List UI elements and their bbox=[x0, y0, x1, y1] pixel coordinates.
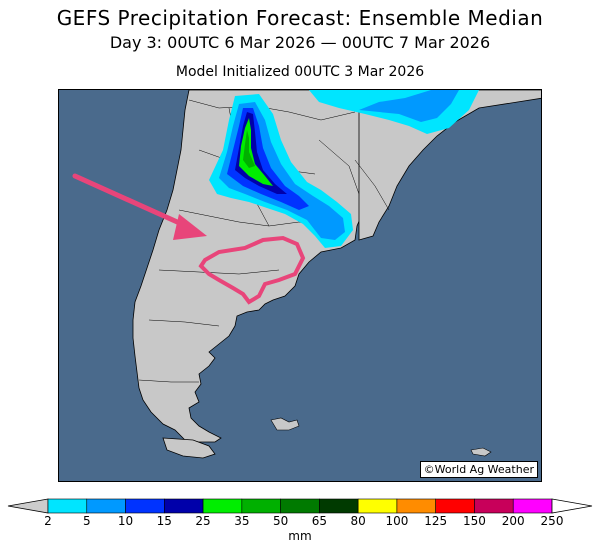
colorbar-tick-label: 125 bbox=[424, 514, 448, 528]
forecast-period: Day 3: 00UTC 6 Mar 2026 — 00UTC 7 Mar 20… bbox=[109, 33, 491, 52]
colorbar-segment bbox=[319, 498, 359, 514]
colorbar-tick-label: 5 bbox=[82, 514, 91, 528]
precipitation-shading bbox=[209, 90, 479, 248]
colorbar-segment bbox=[47, 498, 88, 514]
land-tierra-del-fuego bbox=[162, 437, 216, 459]
colorbar-tick-label: 65 bbox=[311, 514, 328, 528]
colorbar-over-triangle bbox=[551, 498, 593, 514]
credit-label: ©World Ag Weather bbox=[419, 461, 538, 478]
colorbar-tick-label: 2 bbox=[44, 514, 52, 528]
model-initialized: Model Initialized 00UTC 3 Mar 2026 bbox=[175, 64, 425, 80]
precipitation-map: ©World Ag Weather bbox=[58, 89, 542, 482]
colorbar-tick-label: 15 bbox=[156, 514, 172, 528]
colorbar-under-triangle bbox=[7, 498, 49, 514]
colorbar-segment bbox=[164, 498, 204, 514]
land-brazil bbox=[358, 90, 541, 241]
precip-5mm-north bbox=[359, 90, 459, 122]
colorbar-segment bbox=[396, 498, 436, 514]
colorbar-unit: mm bbox=[288, 529, 312, 543]
land-falklands bbox=[270, 417, 300, 431]
map-canvas bbox=[59, 90, 541, 481]
colorbar-segment bbox=[241, 498, 281, 514]
colorbar-segment bbox=[357, 498, 398, 514]
colorbar: 2 5 10 15 25 35 50 65 80 100 125 150 200 250 mm bbox=[0, 496, 600, 548]
colorbar-segment bbox=[86, 498, 126, 514]
annotation-arrow bbox=[72, 173, 207, 240]
colorbar-tick-label: 10 bbox=[117, 514, 134, 528]
colorbar-tick-label: 250 bbox=[540, 514, 564, 528]
colorbar-segment bbox=[435, 498, 475, 514]
colorbar-segment bbox=[202, 498, 243, 514]
colorbar-tick-label: 50 bbox=[272, 514, 289, 528]
colorbar-segment bbox=[125, 498, 165, 514]
colorbar-tick-label: 150 bbox=[463, 514, 486, 528]
colorbar-segment bbox=[512, 498, 553, 514]
colorbar-tick-label: 35 bbox=[234, 514, 250, 528]
colorbar-tick-label: 100 bbox=[385, 514, 409, 528]
colorbar-strip bbox=[7, 498, 593, 514]
colorbar-tick-label: 200 bbox=[501, 514, 525, 528]
precip-35mm bbox=[243, 130, 255, 168]
annotation-outline bbox=[198, 235, 306, 305]
colorbar-segment bbox=[474, 498, 514, 514]
map-title: GEFS Precipitation Forecast: Ensemble Me… bbox=[56, 6, 544, 30]
land-south-georgia bbox=[470, 447, 492, 457]
colorbar-segment bbox=[280, 498, 320, 514]
colorbar-tick-label: 25 bbox=[195, 514, 211, 528]
colorbar-tick-label: 80 bbox=[350, 514, 366, 528]
